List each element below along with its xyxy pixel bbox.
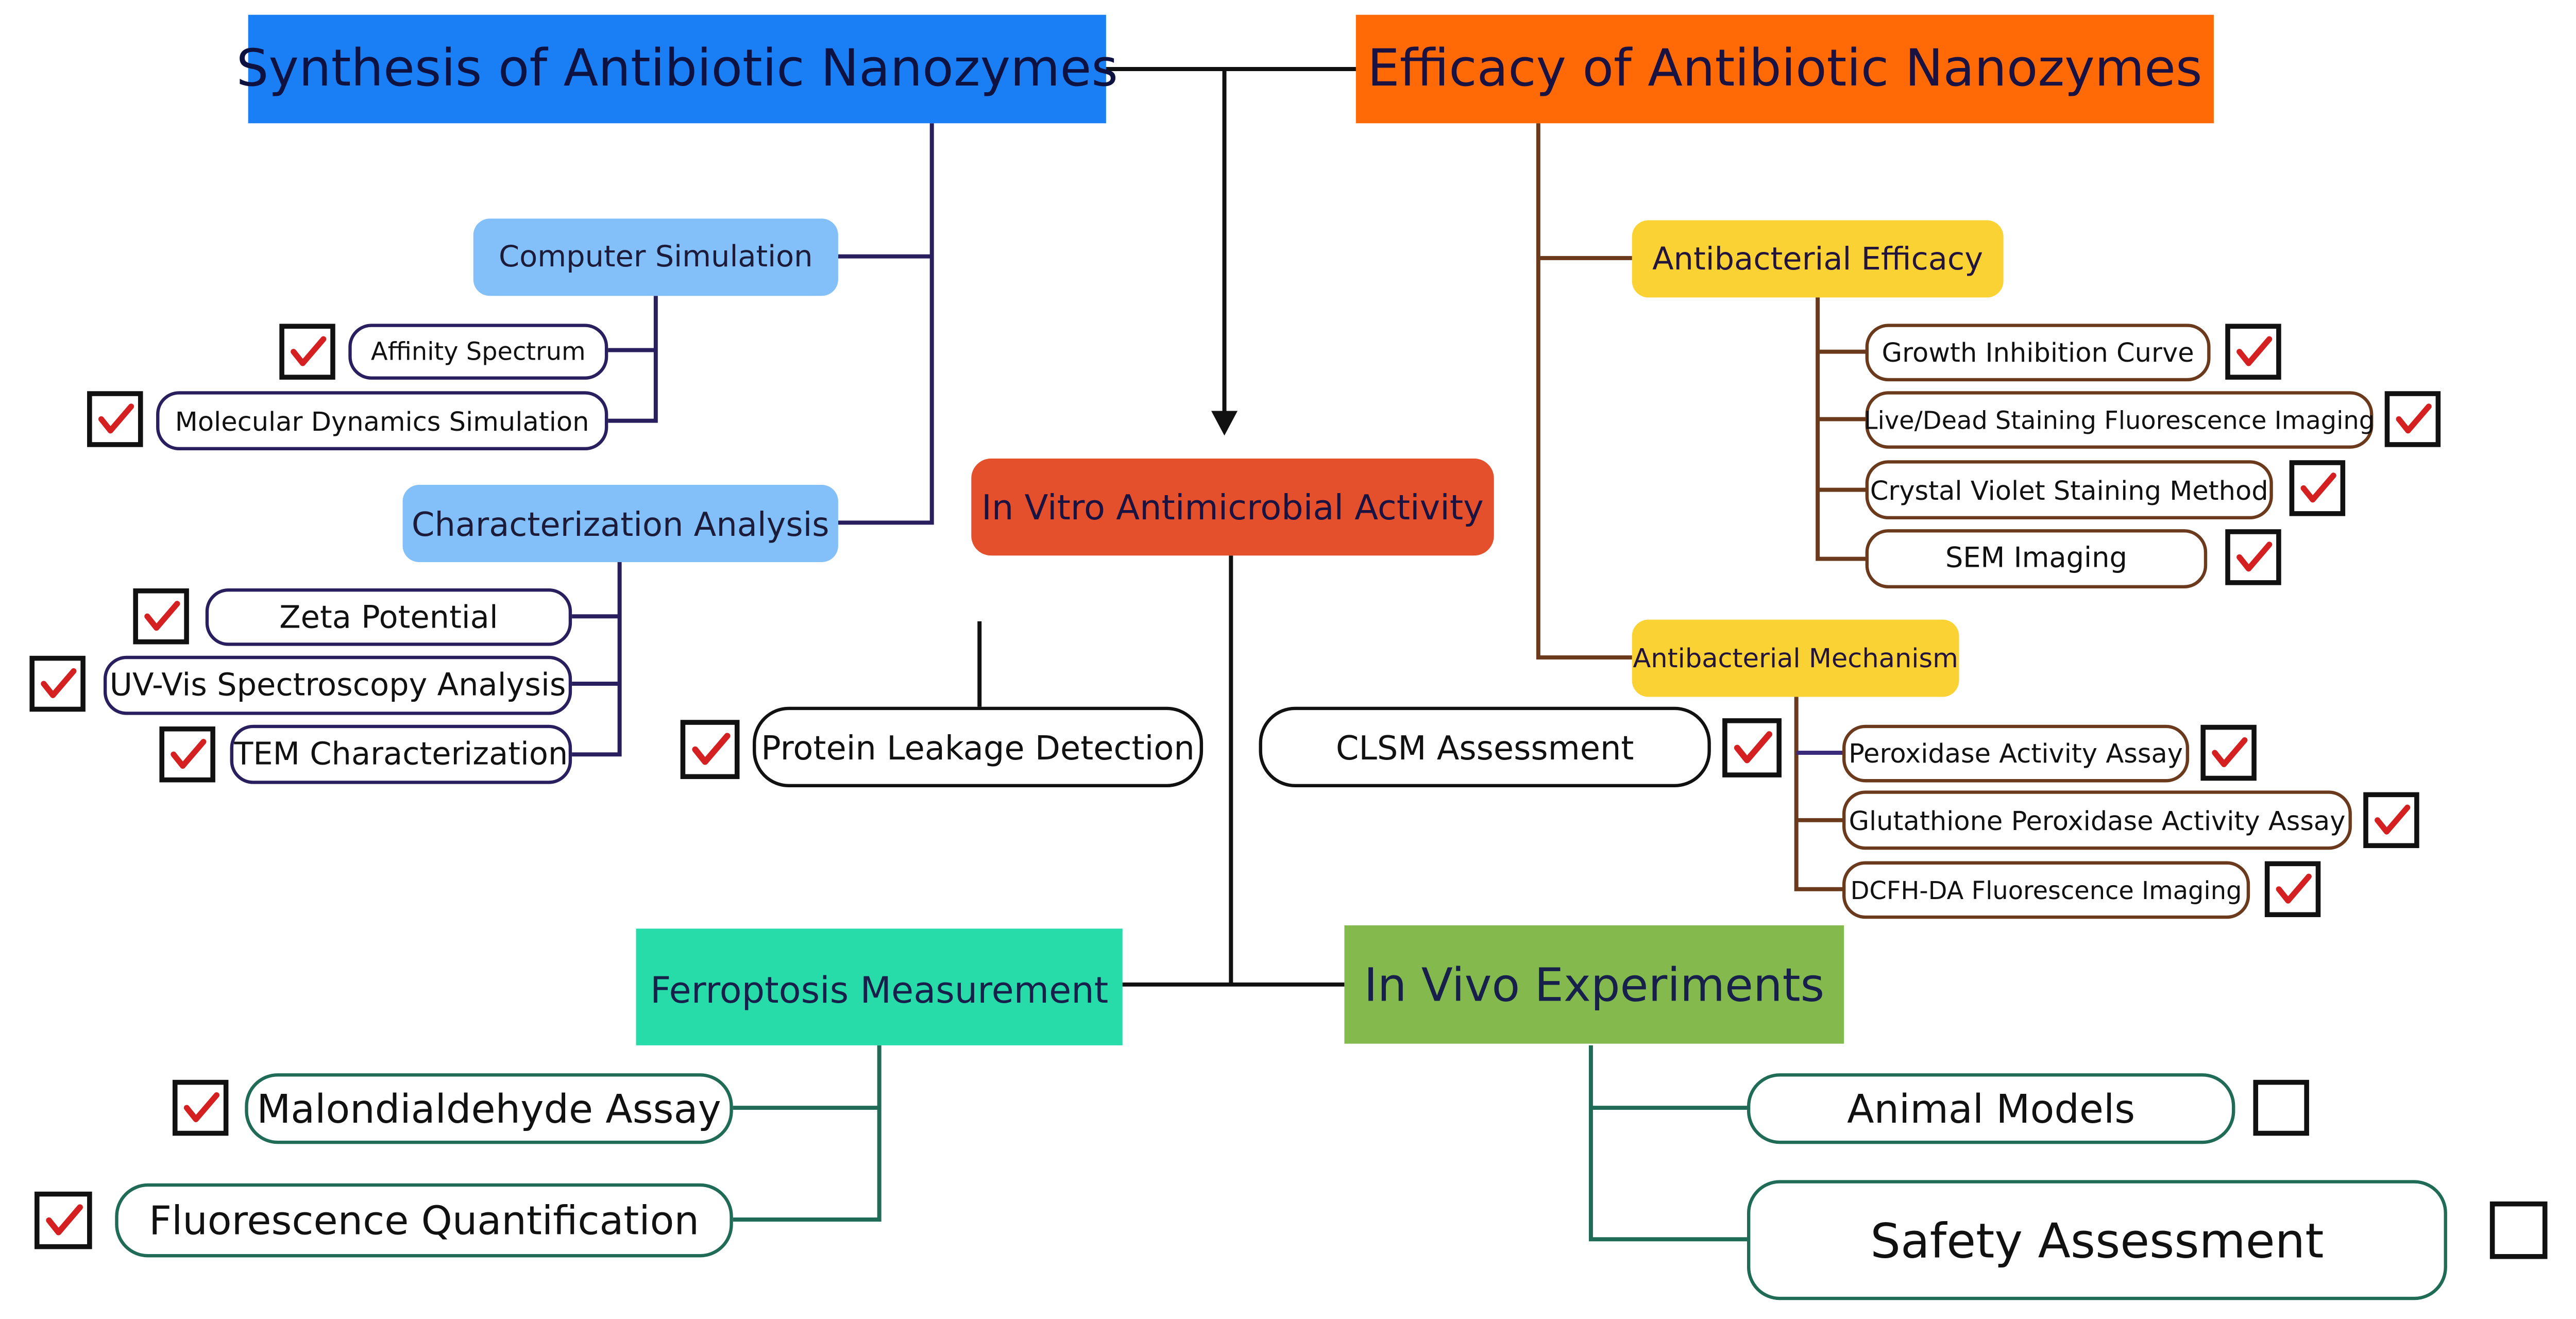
ferroptosis-branches <box>733 1045 882 1222</box>
sem-imaging-checkbox[interactable] <box>2225 529 2281 585</box>
zeta-potential-checkbox[interactable] <box>133 588 189 645</box>
synthesis-branches <box>572 123 934 757</box>
computer-simulation-node: Computer Simulation <box>473 218 838 296</box>
peroxidase-label: Peroxidase Activity Assay <box>1849 738 2183 769</box>
malondialdehyde-checkbox[interactable] <box>172 1079 229 1136</box>
live-dead-node: Live/Dead Staining Fluorescence Imaging <box>1863 391 2375 449</box>
animal-models-label: Animal Models <box>1847 1085 2136 1132</box>
malondialdehyde-node: Malondialdehyde Assay <box>245 1073 733 1144</box>
efficacy-branches <box>1536 123 1867 891</box>
affinity-spectrum-checkbox[interactable] <box>279 324 335 380</box>
in-vitro-title: In Vitro Antimicrobial Activity <box>981 487 1484 527</box>
in-vitro-branches <box>977 555 1345 987</box>
check-mark-icon <box>2300 472 2336 503</box>
fluorescence-quant-checkbox[interactable] <box>34 1191 92 1249</box>
in-vitro-title-box: In Vitro Antimicrobial Activity <box>971 459 1494 556</box>
check-mark-icon <box>41 668 77 698</box>
malondialdehyde-label: Malondialdehyde Assay <box>257 1085 721 1132</box>
arrow-head <box>1211 411 1238 436</box>
check-mark-icon <box>46 1204 83 1236</box>
sem-imaging-node: SEM Imaging <box>1865 529 2208 589</box>
synthesis-title-box: Synthesis of Antibiotic Nanozymes <box>236 14 1118 124</box>
synthesis-title: Synthesis of Antibiotic Nanozymes <box>236 39 1118 99</box>
check-mark-icon <box>2276 873 2312 904</box>
safety-assessment-label: Safety Assessment <box>1870 1212 2324 1269</box>
affinity-spectrum-node: Affinity Spectrum <box>348 324 608 380</box>
antibacterial-mechanism-node: Antibacterial Mechanism <box>1632 619 1959 697</box>
clsm-label: CLSM Assessment <box>1335 727 1634 767</box>
check-mark-icon <box>2375 804 2411 835</box>
uv-vis-label: UV-Vis Spectroscopy Analysis <box>109 667 566 704</box>
tem-checkbox[interactable] <box>159 726 215 783</box>
growth-inhibition-checkbox[interactable] <box>2225 324 2281 380</box>
check-mark-icon <box>2396 403 2432 434</box>
glutathione-checkbox[interactable] <box>2363 792 2419 849</box>
check-mark-icon <box>2236 542 2273 572</box>
uv-vis-checkbox[interactable] <box>29 655 86 712</box>
fluorescence-quant-node: Fluorescence Quantification <box>115 1183 733 1258</box>
tem-node: TEM Characterization <box>230 724 572 784</box>
check-mark-icon <box>692 733 731 765</box>
clsm-node: CLSM Assessment <box>1259 706 1711 788</box>
live-dead-checkbox[interactable] <box>2384 391 2441 447</box>
characterization-node: Characterization Analysis <box>402 485 838 562</box>
protein-leakage-label: Protein Leakage Detection <box>761 727 1195 767</box>
crystal-violet-checkbox[interactable] <box>2289 460 2346 516</box>
uv-vis-node: UV-Vis Spectroscopy Analysis <box>103 655 572 715</box>
check-mark-icon <box>98 403 134 434</box>
antibacterial-efficacy-label: Antibacterial Efficacy <box>1652 241 1984 277</box>
dcfh-da-label: DCFH-DA Fluorescence Imaging <box>1850 875 2242 905</box>
tem-label: TEM Characterization <box>234 736 568 773</box>
check-mark-icon <box>144 601 180 631</box>
antibacterial-efficacy-node: Antibacterial Efficacy <box>1632 220 2004 298</box>
ferroptosis-title-box: Ferroptosis Measurement <box>636 928 1123 1045</box>
in-vivo-title-box: In Vivo Experiments <box>1344 925 1844 1044</box>
molecular-dynamics-label: Molecular Dynamics Simulation <box>175 405 589 436</box>
efficacy-title-box: Efficacy of Antibiotic Nanozymes <box>1355 14 2214 124</box>
live-dead-label: Live/Dead Staining Fluorescence Imaging <box>1863 405 2375 435</box>
safety-assessment-node: Safety Assessment <box>1747 1180 2447 1300</box>
check-mark-icon <box>2236 336 2273 366</box>
check-mark-icon <box>171 739 207 769</box>
growth-inhibition-label: Growth Inhibition Curve <box>1882 336 2194 368</box>
sem-imaging-label: SEM Imaging <box>1945 542 2127 576</box>
animal-models-node: Animal Models <box>1747 1073 2235 1144</box>
ferroptosis-title: Ferroptosis Measurement <box>650 971 1109 1013</box>
clsm-checkbox[interactable] <box>1722 718 1782 777</box>
check-mark-icon <box>183 1092 220 1122</box>
fluorescence-quant-label: Fluorescence Quantification <box>148 1197 700 1244</box>
glutathione-label: Glutathione Peroxidase Activity Assay <box>1849 804 2346 836</box>
animal-models-checkbox[interactable] <box>2253 1079 2309 1136</box>
dcfh-da-node: DCFH-DA Fluorescence Imaging <box>1842 861 2250 919</box>
safety-assessment-checkbox[interactable] <box>2489 1201 2548 1259</box>
glutathione-node: Glutathione Peroxidase Activity Assay <box>1842 790 2352 850</box>
check-mark-icon <box>291 336 327 366</box>
check-mark-icon <box>2212 737 2248 767</box>
peroxidase-checkbox[interactable] <box>2200 724 2257 781</box>
protein-leakage-node: Protein Leakage Detection <box>753 706 1204 788</box>
peroxidase-node: Peroxidase Activity Assay <box>1842 724 2190 783</box>
check-mark-icon <box>1734 731 1773 764</box>
zeta-potential-label: Zeta Potential <box>279 599 498 635</box>
zeta-potential-node: Zeta Potential <box>205 588 572 646</box>
in-vivo-title: In Vivo Experiments <box>1364 957 1825 1012</box>
in-vivo-branches <box>1588 1045 1747 1242</box>
molecular-dynamics-checkbox[interactable] <box>87 391 143 447</box>
affinity-spectrum-label: Affinity Spectrum <box>370 336 586 367</box>
characterization-label: Characterization Analysis <box>411 503 829 544</box>
crystal-violet-label: Crystal Violet Staining Method <box>1870 474 2268 505</box>
antibacterial-mechanism-label: Antibacterial Mechanism <box>1633 642 1958 674</box>
dcfh-da-checkbox[interactable] <box>2264 861 2321 918</box>
molecular-dynamics-node: Molecular Dynamics Simulation <box>156 391 608 451</box>
growth-inhibition-node: Growth Inhibition Curve <box>1865 324 2211 382</box>
computer-simulation-label: Computer Simulation <box>499 240 813 275</box>
protein-leakage-checkbox[interactable] <box>680 720 740 780</box>
crystal-violet-node: Crystal Violet Staining Method <box>1865 460 2273 520</box>
efficacy-title: Efficacy of Antibiotic Nanozymes <box>1367 39 2202 99</box>
